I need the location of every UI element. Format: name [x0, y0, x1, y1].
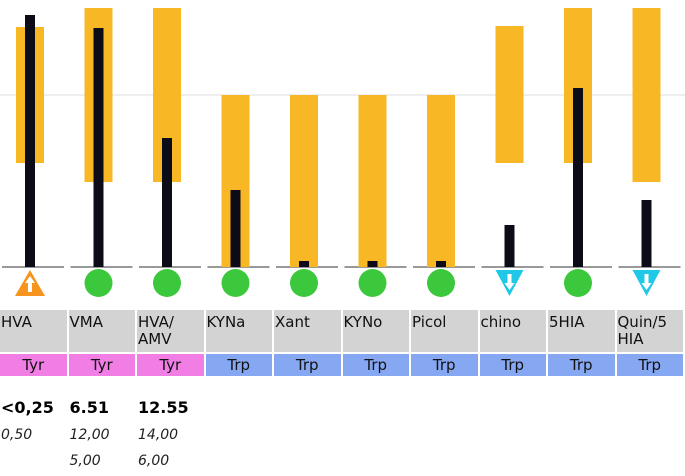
result-bar: [25, 15, 35, 267]
result-value: 12.55: [138, 398, 189, 417]
group-label: Trp: [342, 354, 409, 376]
status-ok: [84, 269, 113, 297]
reference-high: 12,00: [69, 427, 110, 443]
reference-range: [632, 8, 661, 182]
result-bar: [162, 138, 172, 267]
analyte-label: HVA: [0, 310, 67, 352]
reference-range: [427, 95, 455, 267]
group-label: Trp: [411, 354, 478, 376]
status-ok: [427, 269, 455, 297]
analyte-label: Picol: [411, 310, 478, 352]
status-ok: [358, 269, 387, 297]
reference-high: 14,00: [138, 427, 179, 443]
analyte-label: VMA: [68, 310, 135, 352]
bar-area: [0, 8, 685, 297]
analyte-label: KYNa: [205, 310, 272, 352]
analyte-label: KYNo: [342, 310, 409, 352]
result-value: <0,25: [1, 398, 54, 417]
reference-low: 6,00: [138, 453, 170, 469]
result-bar: [230, 190, 241, 267]
result-value: 6.51: [69, 398, 109, 417]
result-bar: [573, 88, 583, 267]
group-label: Trp: [274, 354, 341, 376]
reference-high: 0,50: [1, 427, 33, 443]
result-bar: [93, 28, 104, 267]
result-bar: [367, 261, 378, 267]
status-low-arrow: [504, 274, 515, 290]
reference-low: 5,00: [69, 453, 101, 469]
group-label: Trp: [479, 354, 546, 376]
analyte-label: Quin/5 HIA: [616, 310, 683, 352]
status-ok: [221, 269, 250, 297]
group-label: Tyr: [68, 354, 135, 376]
group-label: Tyr: [0, 354, 67, 376]
reference-range: [290, 95, 318, 267]
status-low-arrow: [641, 274, 652, 290]
analyte-label: HVA/ AMV: [137, 310, 204, 352]
analyte-label: 5HIA: [548, 310, 615, 352]
group-label: Tyr: [137, 354, 204, 376]
status-ok: [153, 269, 181, 297]
analyte-label: Xant: [274, 310, 341, 352]
analyte-label: chino: [479, 310, 546, 352]
reference-range: [358, 95, 387, 267]
group-label: Trp: [548, 354, 615, 376]
status-ok: [290, 269, 318, 297]
reference-range: [495, 26, 524, 163]
status-ok: [564, 269, 592, 297]
result-bar: [299, 261, 309, 267]
result-bar: [436, 261, 446, 267]
result-bar: [641, 200, 652, 267]
group-label: Trp: [616, 354, 683, 376]
group-label: Trp: [205, 354, 272, 376]
result-bar: [504, 225, 515, 267]
status-warn-arrow: [25, 276, 35, 292]
